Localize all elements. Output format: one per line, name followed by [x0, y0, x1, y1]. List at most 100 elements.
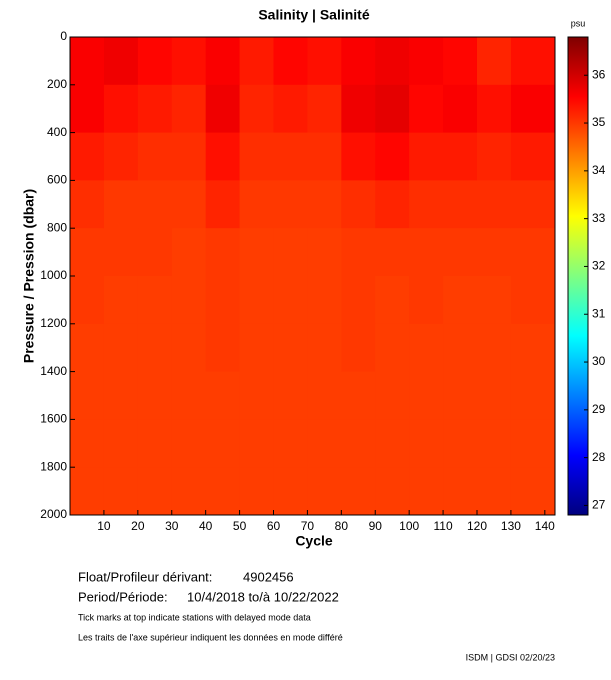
heat-cell	[476, 84, 512, 134]
heat-cell	[476, 276, 512, 325]
heat-cell	[103, 323, 139, 373]
heat-cell	[171, 132, 207, 181]
heat-cell	[341, 371, 376, 420]
heat-cell	[273, 276, 308, 325]
heat-cell	[171, 228, 207, 277]
heat-cell	[409, 371, 444, 420]
heat-cell	[205, 371, 241, 420]
heat-cell	[307, 84, 342, 134]
x-tick-label: 20	[131, 519, 145, 533]
x-tick-label: 30	[165, 519, 179, 533]
heat-cell	[375, 371, 410, 420]
x-tick-label: 10	[97, 519, 111, 533]
heat-cell	[103, 84, 139, 134]
heat-cell	[510, 419, 556, 468]
colorbar-label: psu	[571, 18, 586, 28]
heat-cell	[273, 467, 308, 516]
heat-cell	[476, 323, 512, 373]
heat-cell	[341, 37, 376, 86]
heat-cell	[205, 228, 241, 277]
heat-cell	[307, 228, 342, 277]
x-tick-label: 120	[467, 519, 487, 533]
heat-cell	[341, 467, 376, 516]
heat-cell	[103, 276, 139, 325]
heat-cell	[205, 84, 241, 134]
heat-cell	[375, 37, 410, 86]
heat-cell	[103, 371, 139, 420]
x-tick-label: 60	[267, 519, 281, 533]
heat-cell	[409, 132, 444, 181]
heat-cell	[443, 276, 478, 325]
heat-cell	[510, 180, 556, 229]
y-tick-label: 200	[47, 77, 67, 91]
heat-cell	[137, 180, 173, 229]
x-tick-label: 130	[501, 519, 521, 533]
heat-cell	[443, 467, 478, 516]
heat-cell	[205, 37, 241, 86]
y-tick-label: 400	[47, 125, 67, 139]
y-tick-label: 0	[60, 29, 67, 43]
heat-cell	[239, 84, 274, 134]
heat-cell	[510, 371, 556, 420]
heat-cell	[239, 228, 274, 277]
heat-cell	[510, 276, 556, 325]
colorbar-tick-label: 29	[592, 402, 606, 416]
heat-cell	[171, 37, 207, 86]
colorbar-tick-label: 36	[592, 67, 606, 81]
x-tick-label: 50	[233, 519, 247, 533]
heat-cell	[443, 84, 478, 134]
heat-cell	[510, 132, 556, 181]
heat-cell	[476, 132, 512, 181]
heat-cell	[443, 132, 478, 181]
heat-cell	[239, 371, 274, 420]
heat-cell	[239, 419, 274, 468]
heat-cell	[171, 180, 207, 229]
heat-cell	[103, 37, 139, 86]
heat-cell	[307, 467, 342, 516]
heat-cell	[307, 419, 342, 468]
heat-cell	[239, 132, 274, 181]
heat-cell	[307, 132, 342, 181]
heat-cell	[103, 467, 139, 516]
heat-cell	[375, 467, 410, 516]
heat-cell	[443, 323, 478, 373]
y-tick-label: 1400	[40, 364, 67, 378]
heat-cell	[510, 37, 556, 86]
heat-cell	[239, 467, 274, 516]
note-en: Tick marks at top indicate stations with…	[78, 612, 311, 622]
colorbar-tick-label: 33	[592, 211, 606, 225]
heat-cell	[205, 419, 241, 468]
heat-cell	[70, 37, 105, 86]
heat-cell	[476, 371, 512, 420]
heat-cell	[137, 467, 173, 516]
heat-cell	[409, 228, 444, 277]
heat-cell	[70, 323, 105, 373]
heat-cell	[409, 323, 444, 373]
heat-cell	[137, 323, 173, 373]
heat-cell	[205, 180, 241, 229]
x-tick-label: 40	[199, 519, 213, 533]
y-tick-label: 600	[47, 173, 67, 187]
x-tick-label: 80	[335, 519, 349, 533]
y-tick-label: 1800	[40, 459, 67, 473]
heat-cell	[137, 371, 173, 420]
heat-cell	[510, 467, 556, 516]
y-axis-label: Pressure / Pression (dbar)	[21, 189, 37, 363]
heat-cell	[510, 323, 556, 373]
y-tick-label: 800	[47, 220, 67, 234]
heat-cell	[70, 180, 105, 229]
heat-cell	[375, 132, 410, 181]
heat-cell	[137, 228, 173, 277]
heat-cell	[307, 371, 342, 420]
heat-cell	[205, 132, 241, 181]
heat-cell	[171, 84, 207, 134]
heat-cell	[239, 180, 274, 229]
x-tick-label: 70	[301, 519, 315, 533]
heat-cell	[307, 276, 342, 325]
heat-cell	[70, 371, 105, 420]
heat-cell	[273, 323, 308, 373]
heat-cell	[443, 228, 478, 277]
float-label: Float/Profileur dérivant:	[78, 569, 212, 584]
heat-cell	[375, 323, 410, 373]
heat-cell	[273, 37, 308, 86]
